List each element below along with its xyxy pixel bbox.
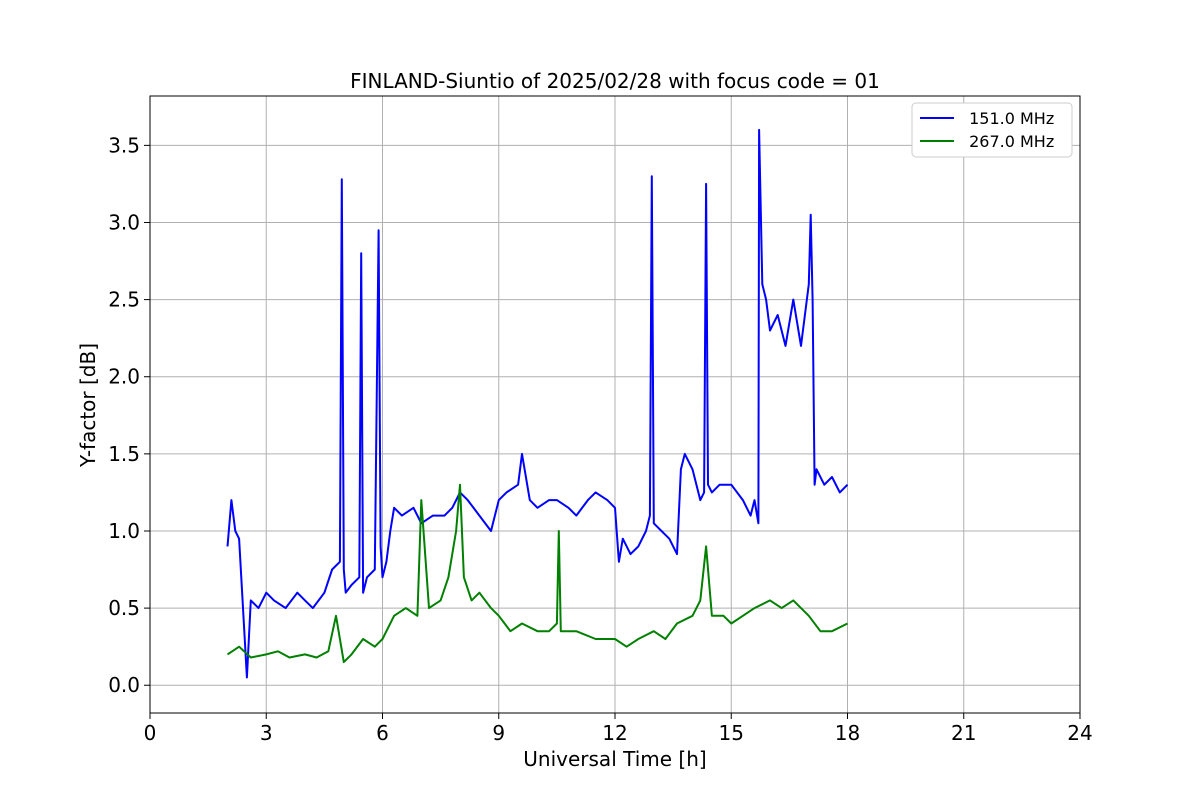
x-tick-label: 18 — [835, 721, 860, 745]
y-axis-ticks: 0.0 0.5 1.0 1.5 2.0 2.5 3.0 3.5 — [108, 133, 150, 697]
x-tick-label: 0 — [144, 721, 157, 745]
y-tick-label: 2.5 — [108, 288, 140, 312]
y-tick-label: 2.0 — [108, 365, 140, 389]
x-tick-label: 6 — [376, 721, 389, 745]
series-line-1 — [226, 128, 849, 679]
legend-label-series-1: 151.0 MHz — [964, 109, 1054, 128]
grid-lines — [149, 96, 1081, 713]
series-line-2 — [226, 483, 848, 664]
y-tick-label: 1.5 — [108, 442, 140, 466]
chart-title: FINLAND-Siuntio of 2025/02/28 with focus… — [350, 69, 880, 93]
x-tick-label: 21 — [951, 721, 976, 745]
y-axis-label: Y-factor [dB] — [76, 343, 100, 468]
legend-box — [911, 102, 1073, 158]
x-tick-label: 12 — [602, 721, 627, 745]
x-tick-label: 3 — [260, 721, 273, 745]
y-tick-label: 3.5 — [108, 133, 140, 157]
legend-label-series-2: 267.0 MHz — [964, 132, 1054, 151]
x-axis-ticks: 0 3 6 9 12 15 18 21 24 — [144, 713, 1093, 745]
y-tick-label: 1.0 — [108, 519, 140, 543]
y-tick-label: 0.0 — [108, 673, 140, 697]
x-axis-label: Universal Time [h] — [523, 747, 706, 771]
x-tick-label: 9 — [492, 721, 505, 745]
y-tick-label: 0.5 — [108, 596, 140, 620]
x-tick-label: 24 — [1067, 721, 1092, 745]
x-tick-label: 15 — [719, 721, 744, 745]
series-group — [226, 128, 849, 679]
y-tick-label: 3.0 — [108, 210, 140, 234]
legend: 151.0 MHz 267.0 MHz — [911, 102, 1073, 158]
